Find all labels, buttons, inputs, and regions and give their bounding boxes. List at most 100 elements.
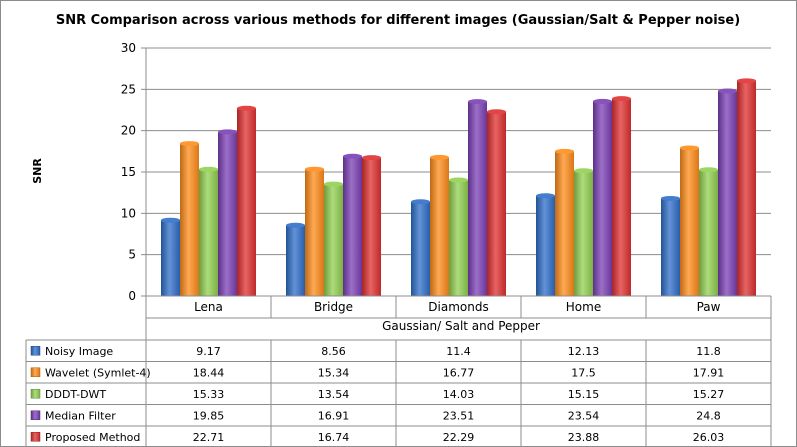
bar-top-wavelet-symlet-4-paw (680, 145, 699, 151)
data-label-proposed-method-bridge: 16.74 (318, 431, 350, 444)
legend-key-noisy-image (30, 346, 41, 356)
bar-top-median-filter-bridge (343, 153, 362, 159)
bar-wavelet-symlet-4-paw (680, 147, 699, 296)
bar-top-proposed-method-lena (237, 105, 256, 111)
x-tick-label: Home (566, 300, 601, 314)
bar-top-wavelet-symlet-4-home (555, 148, 574, 154)
bar-dddt-dwt-diamonds (449, 180, 468, 296)
data-label-median-filter-diamonds: 23.51 (443, 409, 475, 422)
bar-median-filter-diamonds (468, 101, 487, 296)
bar-wavelet-symlet-4-bridge (305, 169, 324, 296)
bar-top-proposed-method-paw (737, 78, 756, 84)
legend-key-wavelet-symlet-4 (30, 367, 41, 377)
x-tick-label: Paw (697, 300, 721, 314)
bar-noisy-image-paw (661, 198, 680, 296)
y-tick-label: 15 (121, 165, 136, 179)
legend-label-wavelet-symlet-4: Wavelet (Symlet-4) (45, 366, 151, 379)
x-tick-label: Diamonds (428, 300, 488, 314)
data-label-proposed-method-paw: 26.03 (693, 431, 725, 444)
bar-dddt-dwt-home (574, 170, 593, 296)
bar-top-noisy-image-paw (661, 195, 680, 201)
data-label-dddt-dwt-bridge: 13.54 (318, 388, 350, 401)
bar-proposed-method-lena (237, 108, 256, 296)
y-tick-label: 10 (121, 206, 136, 220)
bar-wavelet-symlet-4-home (555, 151, 574, 296)
data-label-proposed-method-lena: 22.71 (193, 431, 225, 444)
data-label-proposed-method-diamonds: 22.29 (443, 431, 475, 444)
data-label-noisy-image-bridge: 8.56 (321, 345, 346, 358)
legend-label-median-filter: Median Filter (45, 409, 116, 422)
bar-top-noisy-image-lena (161, 217, 180, 223)
x-axis-label: Gaussian/ Salt and Pepper (382, 319, 540, 333)
data-label-median-filter-bridge: 16.91 (318, 409, 350, 422)
bar-noisy-image-diamonds (411, 201, 430, 296)
bar-noisy-image-home (536, 195, 555, 296)
legend-label-noisy-image: Noisy Image (45, 345, 113, 358)
bar-dddt-dwt-paw (699, 169, 718, 296)
bar-top-median-filter-lena (218, 129, 237, 135)
data-label-wavelet-symlet-4-lena: 18.44 (193, 366, 225, 379)
y-tick-label: 5 (128, 248, 136, 262)
data-label-wavelet-symlet-4-home: 17.5 (571, 366, 596, 379)
bar-top-dddt-dwt-bridge (324, 181, 343, 187)
bar-top-dddt-dwt-diamonds (449, 177, 468, 183)
bar-noisy-image-lena (161, 220, 180, 296)
bar-top-median-filter-paw (718, 88, 737, 94)
bar-dddt-dwt-bridge (324, 184, 343, 296)
y-tick-label: 25 (121, 82, 136, 96)
bars (161, 78, 756, 297)
data-table: Lena Bridge Diamonds Home Paw Noisy Image 9.17… (25, 295, 772, 446)
bar-noisy-image-bridge (286, 225, 305, 296)
bar-dddt-dwt-lena (199, 169, 218, 296)
bar-proposed-method-diamonds (487, 111, 506, 297)
bar-top-proposed-method-home (612, 96, 631, 102)
legend-label-dddt-dwt: DDDT-DWT (45, 388, 106, 401)
bar-top-dddt-dwt-lena (199, 166, 218, 172)
bar-top-proposed-method-diamonds (487, 109, 506, 115)
bar-wavelet-symlet-4-diamonds (430, 157, 449, 296)
data-label-dddt-dwt-paw: 15.27 (693, 388, 725, 401)
data-label-wavelet-symlet-4-paw: 17.91 (693, 366, 725, 379)
data-label-wavelet-symlet-4-bridge: 15.34 (318, 366, 350, 379)
data-label-dddt-dwt-diamonds: 14.03 (443, 388, 475, 401)
bar-top-wavelet-symlet-4-bridge (305, 166, 324, 172)
bar-top-noisy-image-bridge (286, 222, 305, 228)
legend-key-proposed-method (30, 432, 41, 442)
legend-key-median-filter (30, 410, 41, 420)
bar-top-proposed-method-bridge (362, 155, 381, 161)
bar-top-dddt-dwt-paw (699, 167, 718, 173)
data-label-wavelet-symlet-4-diamonds: 16.77 (443, 366, 475, 379)
data-label-proposed-method-home: 23.88 (568, 431, 600, 444)
axes: 0 5 10 15 20 25 30 (121, 41, 147, 303)
y-tick-label: 0 (128, 289, 136, 303)
bar-top-wavelet-symlet-4-lena (180, 141, 199, 147)
legend-label-proposed-method: Proposed Method (45, 431, 140, 444)
data-label-dddt-dwt-lena: 15.33 (193, 388, 225, 401)
data-label-noisy-image-paw: 11.8 (696, 345, 721, 358)
bar-median-filter-home (593, 101, 612, 296)
bar-median-filter-bridge (343, 156, 362, 296)
x-tick-label: Bridge (314, 300, 353, 314)
data-label-dddt-dwt-home: 15.15 (568, 388, 600, 401)
bar-top-noisy-image-diamonds (411, 199, 430, 205)
bar-top-median-filter-home (593, 98, 612, 104)
data-label-noisy-image-diamonds: 11.4 (446, 345, 471, 358)
bar-proposed-method-bridge (362, 157, 381, 296)
data-label-noisy-image-lena: 9.17 (196, 345, 221, 358)
y-tick-label: 30 (121, 41, 136, 55)
data-label-median-filter-paw: 24.8 (696, 409, 721, 422)
chart-title: SNR Comparison across various methods fo… (56, 13, 740, 28)
y-tick-label: 20 (121, 124, 136, 138)
bar-median-filter-lena (218, 131, 237, 296)
bar-top-noisy-image-home (536, 193, 555, 199)
bar-wavelet-symlet-4-lena (180, 143, 199, 296)
data-label-median-filter-home: 23.54 (568, 409, 600, 422)
bar-top-median-filter-diamonds (468, 99, 487, 105)
bar-top-wavelet-symlet-4-diamonds (430, 154, 449, 160)
bar-median-filter-paw (718, 90, 737, 296)
legend-key-dddt-dwt (30, 389, 41, 399)
bar-proposed-method-paw (737, 80, 756, 296)
bar-top-dddt-dwt-home (574, 168, 593, 174)
